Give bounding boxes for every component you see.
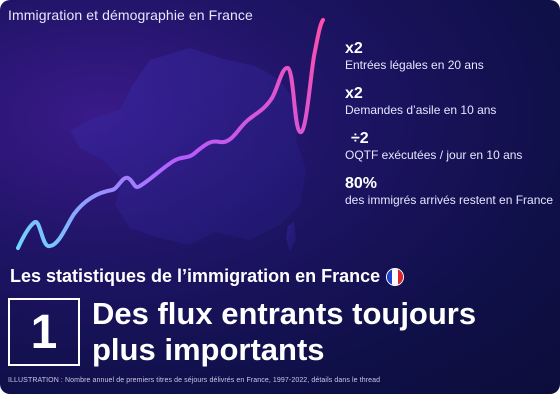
- feature-title-line2: plus importants: [92, 332, 325, 367]
- background-illustration: [16, 18, 325, 252]
- infographic-card: Immigration et démographie en France x2 …: [0, 0, 560, 394]
- stat-item: x2 Demandes d’asile en 10 ans: [345, 85, 555, 118]
- stat-label: des immigrés arrivés restent en France: [345, 193, 554, 207]
- chapter-number: 1: [8, 298, 80, 366]
- feature-title-line1: Des flux entrants toujours: [92, 296, 477, 331]
- stat-label: OQTF exécutées / jour en 10 ans: [345, 148, 523, 162]
- section-heading-text: Les statistiques de l’immigration en Fra…: [10, 266, 381, 286]
- stat-value: 80%: [345, 175, 378, 192]
- trend-line: [16, 18, 325, 250]
- stat-value: x2: [345, 85, 363, 102]
- stat-value: ÷2: [351, 130, 369, 147]
- stat-value: x2: [345, 40, 363, 57]
- stat-label: Demandes d’asile en 10 ans: [345, 103, 497, 117]
- section-heading: Les statistiques de l’immigration en Fra…: [10, 266, 405, 287]
- page-title: Immigration et démographie en France: [8, 7, 253, 23]
- france-map-shape: [70, 48, 306, 245]
- stat-item: ÷2 OQTF exécutées / jour en 10 ans: [345, 130, 555, 163]
- feature-title: Des flux entrants toujours plus importan…: [92, 296, 476, 368]
- france-flag-icon: [386, 267, 405, 286]
- stat-label: Entrées légales en 20 ans: [345, 58, 484, 72]
- bottom-spacer: [0, 395, 560, 404]
- stat-item: x2 Entrées légales en 20 ans: [345, 40, 555, 73]
- corsica-shape: [286, 222, 296, 252]
- stats-list: x2 Entrées légales en 20 ans x2 Demandes…: [345, 40, 555, 220]
- illustration-caption: ILLUSTRATION : Nombre annuel de premiers…: [8, 377, 381, 384]
- stat-item: 80% des immigrés arrivés restent en Fran…: [345, 175, 555, 208]
